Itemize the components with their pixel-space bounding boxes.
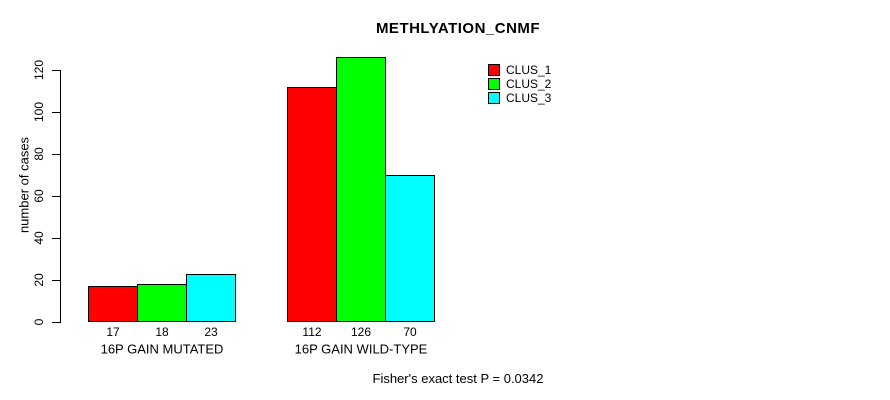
legend-item: CLUS_1	[488, 63, 551, 77]
y-tick-label: 0	[32, 318, 46, 326]
bar-value-label: 23	[204, 325, 218, 339]
y-tick-label: 120	[32, 59, 46, 81]
bar-value-label: 112	[302, 325, 322, 339]
legend-label: CLUS_1	[506, 63, 552, 77]
y-tick-label: 40	[32, 231, 46, 245]
bar-value-label: 126	[350, 325, 372, 339]
y-axis-tick	[52, 112, 60, 113]
bar-value-label: 17	[106, 325, 120, 339]
y-axis-tick	[52, 70, 60, 71]
chart-title: METHLYATION_CNMF	[375, 20, 541, 37]
legend-swatch	[488, 78, 500, 90]
bar-value-label: 70	[403, 325, 417, 339]
y-axis-tick	[52, 154, 60, 155]
y-axis-tick	[52, 322, 60, 323]
legend-label: CLUS_3	[506, 91, 552, 105]
y-axis-tick	[52, 238, 60, 239]
legend-swatch	[488, 64, 500, 76]
legend: CLUS_1 CLUS_2 CLUS_3	[488, 63, 551, 105]
y-tick-label: 60	[32, 189, 46, 203]
annotation-text: Fisher's exact test P = 0.0342	[372, 371, 544, 386]
bar-value-label: 18	[155, 325, 169, 339]
y-axis-tick	[52, 196, 60, 197]
bar-clus_3	[186, 274, 236, 322]
y-tick-label: 20	[32, 273, 46, 287]
legend-label: CLUS_2	[506, 77, 552, 91]
bar-clus_2	[137, 284, 187, 322]
bar-clus_1	[88, 286, 138, 322]
legend-item: CLUS_3	[488, 91, 551, 105]
y-axis-tick	[52, 280, 60, 281]
y-axis-line	[60, 70, 61, 323]
legend-swatch	[488, 92, 500, 104]
y-tick-label: 100	[32, 101, 46, 123]
y-tick-label: 80	[32, 147, 46, 161]
category-label: 16P GAIN WILD-TYPE	[294, 341, 428, 357]
legend-item: CLUS_2	[488, 77, 551, 91]
bar-clus_2	[336, 57, 386, 322]
category-label: 16P GAIN MUTATED	[100, 341, 224, 357]
bar-clus_1	[287, 87, 337, 322]
bar-clus_3	[385, 175, 435, 322]
